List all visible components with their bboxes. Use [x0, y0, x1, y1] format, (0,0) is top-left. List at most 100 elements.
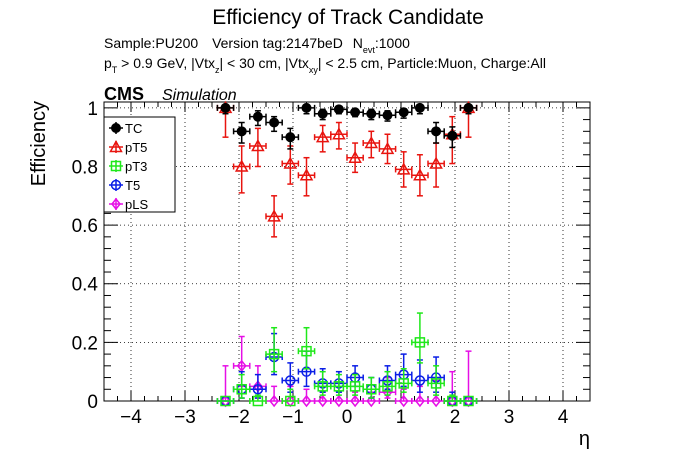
data-point — [301, 345, 312, 357]
legend-label: TC — [125, 121, 142, 136]
nevt-sub: evt — [363, 45, 376, 55]
data-point — [317, 108, 328, 119]
data-point — [382, 110, 393, 121]
chart-title: Efficiency of Track Candidate — [212, 6, 484, 29]
axes: −4 −3 −2 −1 0 1 2 3 4 0 0.2 0.4 0.6 0.8 1 — [72, 99, 591, 428]
pt-sub: T — [112, 65, 118, 75]
y-tick-label: 0 — [87, 392, 98, 413]
vtxz-sub: z — [215, 65, 220, 75]
data-point — [348, 150, 362, 163]
data-point — [252, 395, 264, 407]
data-point — [269, 394, 280, 408]
legend-label: T5 — [125, 178, 140, 193]
data-point — [220, 102, 231, 113]
data-point — [333, 104, 344, 115]
data-point — [447, 395, 458, 407]
data-point — [398, 378, 409, 389]
y-tick-label: 0.2 — [72, 333, 98, 354]
data-series — [216, 100, 478, 408]
data-point — [431, 126, 442, 137]
data-point — [366, 384, 377, 395]
legend-marker — [111, 123, 121, 133]
data-point — [285, 132, 296, 143]
nevt-value: :1000 — [375, 35, 410, 51]
data-point — [398, 394, 409, 408]
cms-label: CMS — [104, 84, 144, 104]
data-point — [220, 395, 231, 407]
data-point — [333, 394, 344, 408]
data-point — [301, 102, 312, 113]
data-point — [333, 381, 345, 392]
subtitle-cuts: pT > 0.9 GeV, |Vtxz| < 30 cm, |Vtxxy| < … — [104, 55, 546, 75]
x-axis-label: η — [579, 428, 590, 450]
y-tick-label: 0.8 — [72, 157, 98, 178]
version-text: Version tag:2147beD — [212, 35, 343, 51]
pt-text: > 0.9 GeV, |Vtx — [117, 55, 215, 71]
x-tick-label: 2 — [450, 407, 461, 428]
data-point — [332, 127, 346, 140]
legend-label: pLS — [125, 197, 148, 212]
end-text: | < 2.5 cm, Particle:Muon, Charge:All — [318, 55, 546, 71]
legend-marker — [110, 179, 122, 191]
data-point — [364, 135, 379, 149]
simulation-label: Simulation — [162, 87, 237, 104]
x-tick-label: −3 — [174, 407, 196, 428]
series-pt3 — [216, 312, 478, 407]
x-tick-label: −1 — [282, 407, 304, 428]
data-point — [301, 394, 312, 408]
data-point — [380, 141, 395, 155]
x-tick-label: −2 — [228, 407, 250, 428]
data-point — [252, 111, 263, 122]
legend: TC pT5 pT3 T5 pLS — [103, 116, 176, 213]
legend-label: pT3 — [125, 159, 147, 174]
data-point — [414, 337, 426, 348]
data-point — [350, 107, 361, 118]
data-point — [269, 117, 280, 128]
data-point — [350, 394, 361, 408]
series-pt5 — [216, 100, 478, 238]
data-point — [447, 130, 458, 141]
y-tick-label: 0.6 — [72, 216, 98, 237]
y-tick-label: 0.4 — [72, 275, 99, 296]
series-tc — [216, 102, 478, 150]
data-point — [431, 394, 442, 408]
data-point — [236, 384, 247, 395]
data-point — [252, 384, 264, 395]
mid-text: | < 30 cm, |Vtx — [219, 55, 308, 71]
legend-marker — [110, 160, 122, 172]
x-tick-label: −4 — [120, 407, 142, 428]
data-point — [285, 395, 296, 407]
data-point — [366, 108, 377, 119]
data-point — [414, 394, 425, 408]
grid-lines — [104, 102, 590, 402]
data-point — [414, 102, 425, 113]
data-point — [398, 107, 409, 118]
data-point — [285, 375, 296, 386]
data-point — [414, 375, 426, 386]
subtitle-sample: Sample:PU200 Version tag:2147beD Nevt:10… — [104, 35, 410, 55]
data-point — [396, 162, 411, 175]
x-tick-label: 3 — [504, 407, 515, 428]
data-point — [317, 381, 328, 392]
data-point — [366, 394, 377, 408]
y-tick-label: 1 — [87, 99, 98, 120]
data-point — [430, 378, 442, 389]
data-point — [463, 102, 474, 113]
data-point — [382, 381, 393, 392]
legend-marker — [109, 139, 123, 153]
x-tick-label: 0 — [342, 407, 353, 428]
sample-text: Sample:PU200 — [104, 35, 198, 51]
x-tick-label: 1 — [396, 407, 407, 428]
vtxxy-sub: xy — [309, 65, 319, 75]
data-point — [299, 168, 314, 181]
data-point — [317, 394, 328, 408]
data-point — [236, 359, 247, 373]
data-point — [234, 159, 249, 172]
data-point — [236, 126, 247, 137]
pt-p: p — [104, 55, 112, 71]
data-point — [251, 138, 265, 152]
legend-marker — [111, 197, 121, 211]
data-point — [315, 130, 330, 143]
y-axis-label: Efficiency — [28, 101, 50, 186]
